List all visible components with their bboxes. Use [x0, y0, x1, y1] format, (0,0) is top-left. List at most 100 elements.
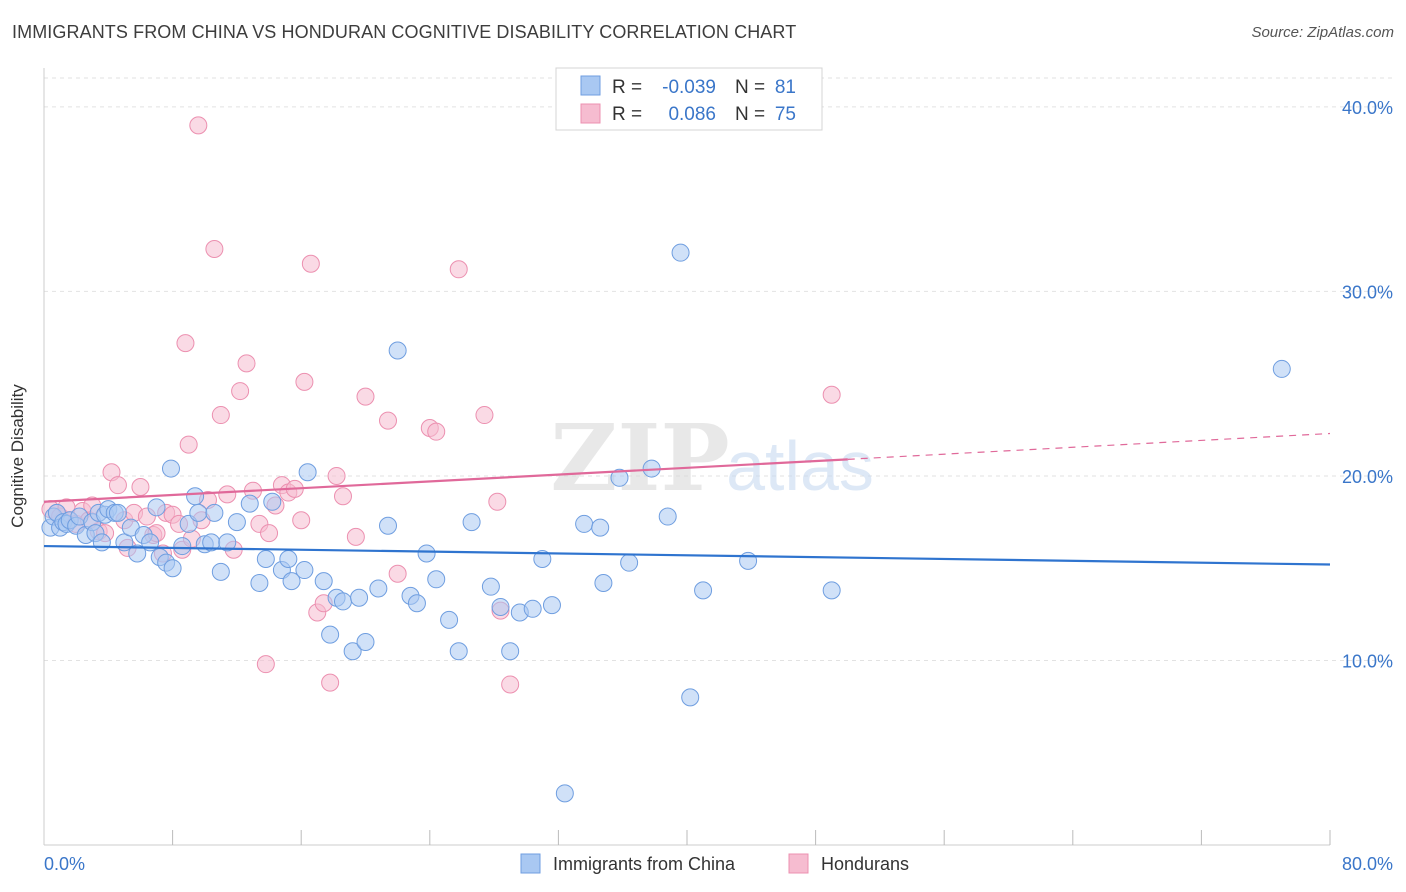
hondurans-point — [388, 564, 407, 583]
china-point — [388, 341, 407, 360]
legend-swatch-china — [520, 853, 541, 874]
china-point — [440, 610, 459, 629]
china-point — [282, 572, 301, 591]
hondurans-point — [256, 655, 275, 674]
hondurans-point — [488, 492, 507, 511]
china-point — [356, 633, 375, 652]
source-label: Source: ZipAtlas.com — [1251, 24, 1394, 41]
china-point — [491, 597, 510, 616]
hondurans-point — [356, 387, 375, 406]
hondurans-point — [292, 511, 311, 530]
hondurans-point — [822, 385, 841, 404]
china-point — [739, 551, 758, 570]
hondurans-point — [475, 406, 494, 425]
china-point — [350, 588, 369, 607]
x-tick-label: 80.0% — [1342, 854, 1393, 874]
china-point — [128, 544, 147, 563]
hondurans-point — [449, 260, 468, 279]
china-point — [250, 573, 269, 592]
hondurans-point — [211, 406, 230, 425]
y-tick-label: 30.0% — [1342, 282, 1393, 302]
china-point — [173, 537, 192, 556]
hondurans-trend-extension — [847, 432, 1331, 460]
hondurans-point — [321, 673, 340, 692]
y-tick-label: 20.0% — [1342, 467, 1393, 487]
y-tick-label: 40.0% — [1342, 98, 1393, 118]
china-point — [298, 463, 317, 482]
china-point — [92, 533, 111, 552]
china-point — [314, 572, 333, 591]
hondurans-trend-line — [43, 458, 848, 503]
hondurans-point — [237, 354, 256, 373]
legend-label-hondurans: Hondurans — [821, 854, 909, 874]
china-point — [501, 642, 520, 661]
hondurans-point — [333, 487, 352, 506]
china-point — [343, 642, 362, 661]
china-point — [542, 596, 561, 615]
tick-labels: 10.0% 20.0% 30.0% 40.0% 0.0% 80.0% — [44, 98, 1393, 874]
watermark-atlas: atlas — [726, 427, 874, 505]
china-point — [822, 581, 841, 600]
legend-swatch-hondurans — [788, 853, 809, 874]
china-point — [333, 592, 352, 611]
china-point — [147, 498, 166, 517]
china-point — [369, 579, 388, 598]
stats-legend: R = -0.039 N = 81 R = 0.086 N = 75 — [555, 67, 823, 131]
china-point — [533, 549, 552, 568]
hondurans-point — [205, 239, 224, 258]
china-point — [610, 468, 629, 487]
hondurans-point — [260, 524, 279, 543]
china-point — [295, 561, 314, 580]
china-point — [205, 503, 224, 522]
china-point — [1272, 359, 1291, 378]
hondurans-point — [108, 476, 127, 495]
china-point — [594, 573, 613, 592]
china-point — [462, 513, 481, 532]
watermark: ZIP atlas — [550, 404, 874, 512]
series-legend: Immigrants from China Hondurans — [520, 853, 909, 874]
axes — [43, 68, 1331, 846]
china-point — [379, 516, 398, 535]
china-point — [256, 549, 275, 568]
china-point — [427, 570, 446, 589]
n-value-china: 81 — [775, 77, 796, 98]
trend-lines — [43, 432, 1331, 566]
china-point — [263, 492, 282, 511]
china-point — [189, 503, 208, 522]
china-point — [555, 784, 574, 803]
china-point — [407, 594, 426, 613]
china-point — [658, 507, 677, 526]
hondurans-point — [176, 334, 195, 353]
china-point — [279, 549, 298, 568]
hondurans-point — [327, 466, 346, 485]
hondurans-point — [218, 485, 237, 504]
china-point — [240, 494, 259, 513]
china-point — [161, 459, 180, 478]
watermark-zip: ZIP — [550, 404, 729, 512]
blue-swatch — [580, 75, 601, 96]
china-point — [108, 503, 127, 522]
n-label-hondurans: N = — [735, 104, 765, 125]
hondurans-point — [189, 116, 208, 135]
hondurans-point — [379, 411, 398, 430]
china-points — [41, 243, 1291, 803]
china-point — [417, 544, 436, 563]
r-label-china: R = — [612, 77, 642, 98]
r-value-hondurans: 0.086 — [668, 104, 716, 125]
n-label-china: N = — [735, 77, 765, 98]
china-point — [523, 599, 542, 618]
china-point — [218, 533, 237, 552]
china-trend-line — [43, 544, 1331, 566]
china-point — [186, 487, 205, 506]
hondurans-point — [295, 372, 314, 391]
china-point — [481, 577, 500, 596]
x-tick-label: 0.0% — [44, 854, 85, 874]
china-point — [449, 642, 468, 661]
r-label-hondurans: R = — [612, 104, 642, 125]
hondurans-point — [346, 527, 365, 546]
china-point — [591, 518, 610, 537]
china-point — [681, 688, 700, 707]
hondurans-point — [179, 435, 198, 454]
r-value-china: -0.039 — [662, 77, 716, 98]
